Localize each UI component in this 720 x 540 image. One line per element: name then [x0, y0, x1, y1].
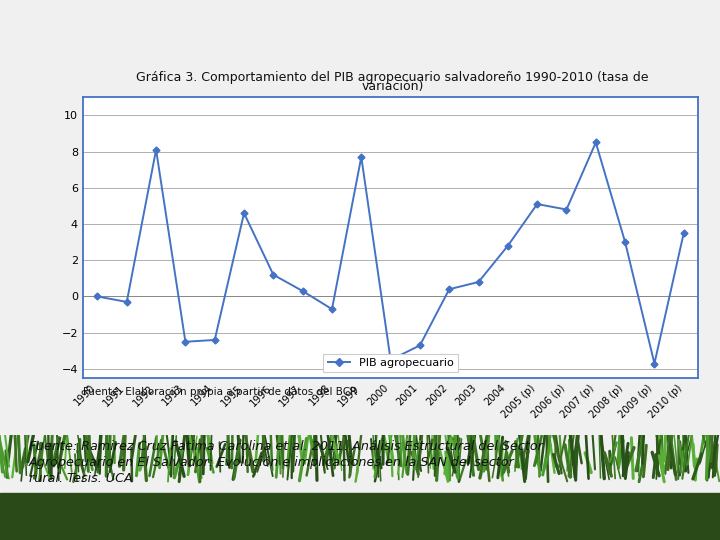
- PIB agropecuario: [474, 279, 483, 285]
- PIB agropecuario: [269, 272, 278, 278]
- PIB agropecuario: [562, 206, 571, 213]
- PIB agropecuario: [122, 299, 131, 305]
- PIB agropecuario: [386, 356, 395, 363]
- Text: Gráfica 3. Comportamiento del PIB agropecuario salvadoreño 1990-2010 (tasa de: Gráfica 3. Comportamiento del PIB agrope…: [136, 71, 649, 84]
- PIB agropecuario: [93, 293, 102, 300]
- PIB agropecuario: [298, 288, 307, 294]
- Text: Agropecuario en El Salvador: Evolución e implicaciones en la SAN del sector: Agropecuario en El Salvador: Evolución e…: [29, 456, 515, 469]
- PIB agropecuario: [328, 306, 336, 313]
- PIB agropecuario: [181, 339, 189, 345]
- Legend: PIB agropecuario: PIB agropecuario: [323, 354, 458, 373]
- Text: Fuente: Ramirez Cruz Fatima Carolina et al. 2011. Análisis Estructural del Secto: Fuente: Ramirez Cruz Fatima Carolina et …: [29, 440, 543, 453]
- PIB agropecuario: [503, 242, 512, 249]
- PIB agropecuario: [592, 139, 600, 146]
- PIB agropecuario: [240, 210, 248, 217]
- Bar: [0, 492, 720, 540]
- PIB agropecuario: [415, 342, 424, 349]
- PIB agropecuario: [621, 239, 629, 245]
- PIB agropecuario: [445, 286, 454, 293]
- Line: PIB agropecuario: PIB agropecuario: [95, 140, 686, 366]
- Text: Fuente: Elaboración propia a partir de datos del BCR: Fuente: Elaboración propia a partir de d…: [83, 386, 357, 396]
- PIB agropecuario: [650, 360, 659, 367]
- PIB agropecuario: [152, 146, 161, 153]
- PIB agropecuario: [357, 154, 366, 160]
- PIB agropecuario: [210, 337, 219, 343]
- Text: rural. Tesis. UCA: rural. Tesis. UCA: [29, 472, 132, 485]
- PIB agropecuario: [680, 230, 688, 237]
- Text: variación): variación): [361, 80, 423, 93]
- PIB agropecuario: [533, 201, 541, 207]
